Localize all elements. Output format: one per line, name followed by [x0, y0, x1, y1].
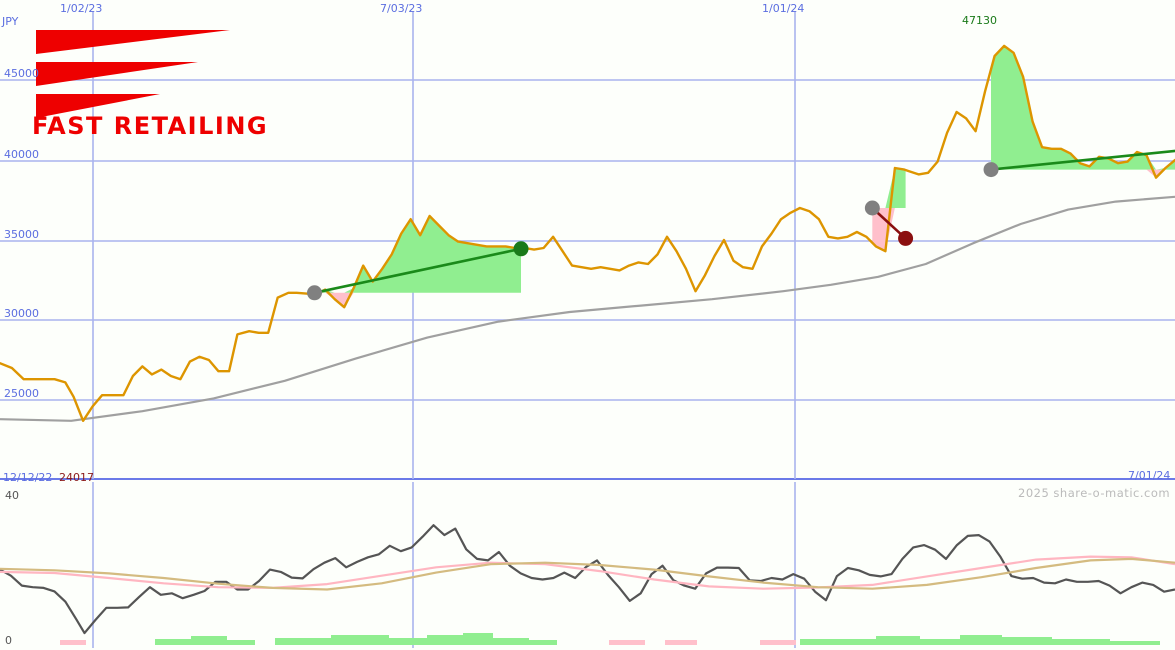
histogram-bar — [1002, 637, 1052, 645]
y-axis-tick-label: 30000 — [4, 307, 39, 320]
histogram-bar — [832, 639, 876, 645]
trade-profit-fill — [314, 216, 521, 293]
x-axis-date-label: 1/02/23 — [60, 2, 103, 15]
histogram-bar — [960, 635, 1002, 645]
indicator-line — [0, 524, 1175, 635]
y-axis-tick-label: 25000 — [4, 387, 39, 400]
brand-wordmark: FAST RETAILING — [32, 112, 269, 140]
histogram-bar — [665, 640, 697, 645]
histogram-bar — [1052, 639, 1110, 645]
histogram-bar — [227, 640, 255, 645]
trade-markers[interactable] — [307, 139, 1175, 301]
moving-average-path — [0, 195, 1175, 422]
trade-entry-marker[interactable] — [307, 285, 323, 301]
x-axis-date-label: 7/03/23 — [380, 2, 423, 15]
trade-profit-fill — [872, 168, 906, 208]
histogram-bar — [800, 639, 832, 645]
trade-trend-line — [314, 247, 522, 295]
trade-exit-marker[interactable] — [513, 241, 529, 257]
histogram-bar — [389, 638, 427, 645]
trade-entry-marker[interactable] — [864, 200, 880, 216]
histogram-bar — [609, 640, 645, 645]
histogram-bar — [60, 640, 86, 645]
trade-trend-line — [990, 149, 1175, 171]
indicator-tick-label: 0 — [5, 634, 12, 647]
indicator-tick-label: 40 — [5, 489, 19, 502]
fast-retailing-logo — [36, 30, 230, 118]
histogram-bar — [155, 639, 191, 645]
histogram-bar — [529, 640, 557, 645]
histogram-bar — [493, 638, 529, 645]
currency-label: JPY — [2, 15, 19, 28]
indicator-line — [0, 555, 1175, 590]
trade-fill-regions — [314, 45, 1175, 308]
trade-profit-fill — [991, 45, 1175, 170]
start-value-label: 24017 — [59, 471, 94, 484]
trade-trend-line — [871, 207, 907, 240]
indicator-histogram — [60, 633, 1160, 645]
end-date-label: 7/01/24 — [1128, 469, 1171, 482]
y-axis-tick-label: 45000 — [4, 67, 39, 80]
histogram-bar — [920, 639, 960, 645]
histogram-bar — [876, 636, 920, 645]
histogram-bar — [191, 636, 227, 645]
histogram-bar — [463, 633, 493, 645]
histogram-bar — [427, 635, 463, 645]
trade-loss-fill — [314, 292, 521, 308]
gridlines — [0, 12, 1175, 648]
y-axis-tick-label: 35000 — [4, 228, 39, 241]
histogram-bar — [760, 640, 796, 645]
trade-exit-marker[interactable] — [898, 230, 914, 246]
indicator-panel — [0, 524, 1175, 635]
trade-trend-lines — [314, 149, 1175, 295]
price-line — [0, 44, 1175, 422]
watermark: 2025 share-o-matic.com — [1018, 486, 1171, 500]
start-date-label: 12/12/22 — [3, 471, 53, 484]
histogram-bar — [331, 635, 389, 645]
trade-entry-marker[interactable] — [983, 162, 999, 178]
price-path — [0, 44, 1175, 422]
x-axis-date-label: 1/01/24 — [762, 2, 805, 15]
indicator-line — [0, 557, 1175, 591]
histogram-bar — [1110, 641, 1160, 645]
moving-average-line — [0, 195, 1175, 422]
peak-value-label: 47130 — [962, 14, 997, 27]
histogram-bar — [275, 638, 331, 645]
y-axis-tick-label: 40000 — [4, 148, 39, 161]
